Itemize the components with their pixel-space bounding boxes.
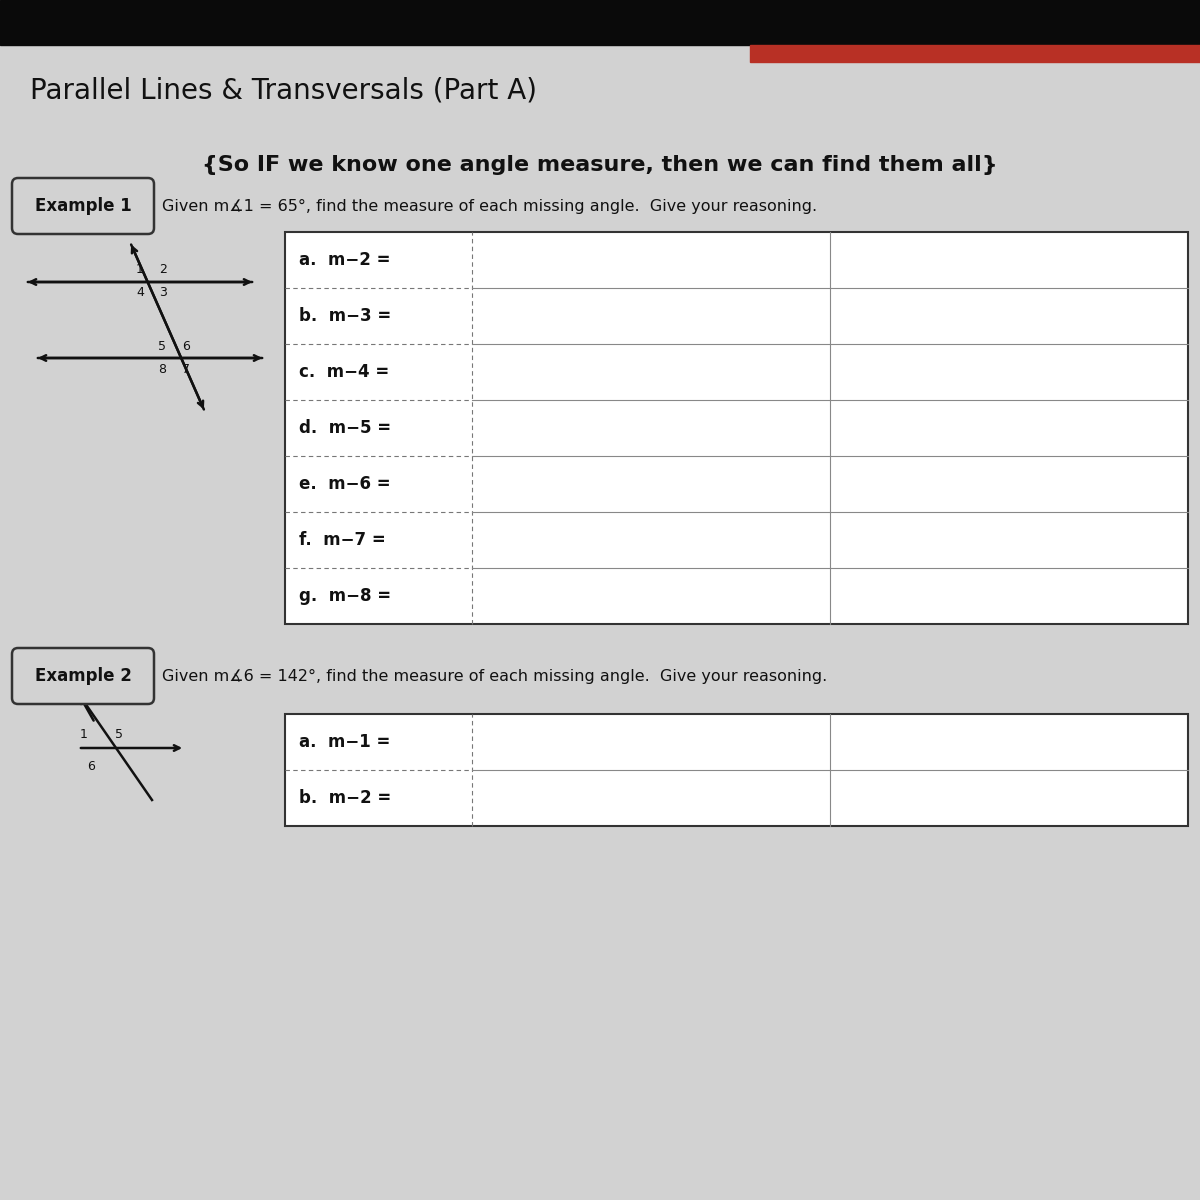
Text: Parallel Lines & Transversals (Part A): Parallel Lines & Transversals (Part A): [30, 76, 538, 104]
Bar: [0, 0, 1200, 44]
FancyBboxPatch shape: [12, 178, 154, 234]
Text: 1: 1: [80, 728, 88, 742]
Text: b.  m−3 =: b. m−3 =: [299, 307, 391, 325]
Text: 1: 1: [136, 264, 144, 276]
Text: f.  m−7 =: f. m−7 =: [299, 530, 385, 550]
Text: Given m∡1 = 65°, find the measure of each missing angle.  Give your reasoning.: Given m∡1 = 65°, find the measure of eac…: [162, 198, 817, 214]
Text: a.  m−1 =: a. m−1 =: [299, 733, 390, 751]
Text: 2: 2: [160, 264, 167, 276]
Text: e.  m−6 =: e. m−6 =: [299, 475, 391, 493]
Bar: [286, 714, 1188, 826]
Text: 6: 6: [88, 760, 95, 773]
FancyBboxPatch shape: [12, 648, 154, 704]
Text: 5: 5: [158, 340, 166, 353]
Text: c.  m−4 =: c. m−4 =: [299, 364, 389, 382]
Bar: [750, 44, 1200, 62]
Text: 7: 7: [182, 364, 190, 377]
Text: {So IF we know one angle measure, then we can find them all}: {So IF we know one angle measure, then w…: [202, 155, 998, 175]
Text: 6: 6: [182, 340, 190, 353]
Bar: [286, 232, 1188, 624]
Text: d.  m−5 =: d. m−5 =: [299, 419, 391, 437]
Text: Example 2: Example 2: [35, 667, 132, 685]
Text: Given m∡6 = 142°, find the measure of each missing angle.  Give your reasoning.: Given m∡6 = 142°, find the measure of ea…: [162, 668, 827, 684]
Text: 8: 8: [158, 364, 166, 377]
Text: Example 1: Example 1: [35, 197, 131, 215]
Text: a.  m−2 =: a. m−2 =: [299, 251, 390, 269]
Text: 3: 3: [160, 287, 167, 300]
Text: 5: 5: [115, 728, 122, 742]
Text: 4: 4: [136, 287, 144, 300]
Text: g.  m−8 =: g. m−8 =: [299, 587, 391, 605]
Text: b.  m−2 =: b. m−2 =: [299, 790, 391, 806]
